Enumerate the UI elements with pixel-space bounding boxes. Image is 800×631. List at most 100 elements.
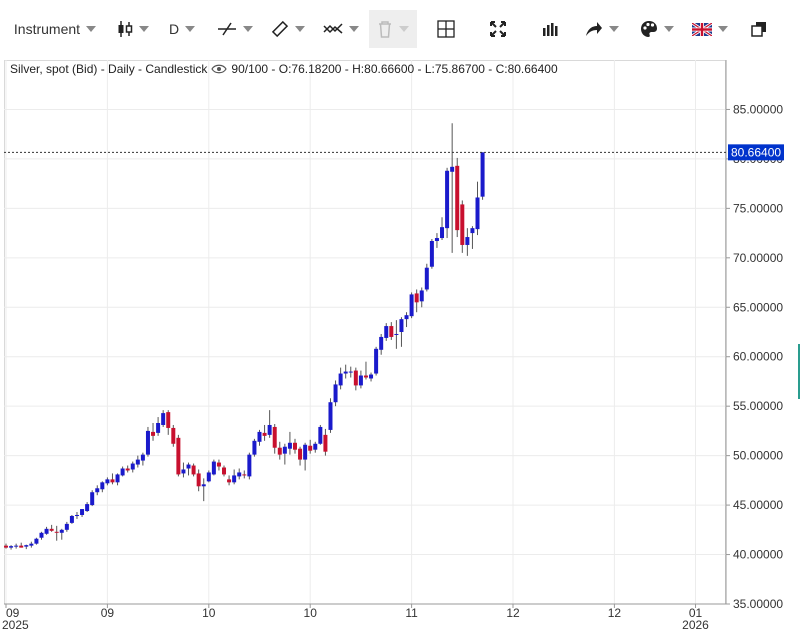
candle-body	[475, 197, 480, 230]
candle-body	[287, 442, 292, 449]
last-price-tag	[728, 144, 784, 161]
theme-dropdown[interactable]	[634, 10, 680, 48]
candle	[298, 446, 303, 466]
candle	[171, 424, 176, 447]
candle-body	[95, 488, 100, 493]
candle-body	[110, 479, 115, 483]
candle	[156, 417, 161, 436]
share-icon	[586, 22, 602, 36]
candle-body	[14, 545, 19, 547]
chart-type-dropdown[interactable]	[110, 10, 156, 48]
eye-icon[interactable]	[211, 64, 228, 74]
draw-line-dropdown[interactable]	[212, 10, 258, 48]
candle	[247, 452, 252, 480]
volume-bars-button[interactable]	[532, 10, 568, 48]
candle-body	[39, 532, 44, 538]
line-draw-icon	[218, 22, 236, 36]
crosshair-button[interactable]	[428, 10, 464, 48]
candle-body	[292, 442, 297, 450]
candle	[242, 470, 247, 479]
ruler-dropdown[interactable]	[264, 10, 312, 48]
language-dropdown[interactable]	[688, 10, 732, 48]
candle	[384, 323, 389, 341]
chevron-down-icon	[664, 26, 674, 32]
candle	[54, 525, 59, 541]
candle	[358, 370, 363, 389]
last-price-label: 80.66400	[731, 145, 781, 159]
instrument-description: Silver, spot (Bid) - Daily - Candlestick	[10, 62, 208, 76]
candle-body	[384, 326, 389, 338]
candle-body	[211, 461, 216, 475]
chevron-down-icon	[139, 26, 149, 32]
candle-body	[120, 468, 125, 476]
candle-body	[69, 515, 74, 523]
candle-body	[171, 427, 176, 444]
candle-body	[429, 241, 434, 267]
timeframe-label: D	[168, 21, 180, 37]
candle	[434, 233, 439, 248]
candle-body	[85, 504, 90, 512]
timeframe-dropdown[interactable]: D	[160, 10, 204, 48]
delete-dropdown[interactable]	[369, 10, 417, 48]
candle-body	[374, 348, 379, 374]
instrument-dropdown[interactable]: Instrument	[6, 10, 104, 48]
x-year-label: 2026	[682, 618, 709, 631]
candle-body	[257, 431, 262, 442]
candle	[369, 372, 374, 382]
fullscreen-button[interactable]	[480, 10, 516, 48]
candle-body	[252, 440, 257, 455]
candle-body	[24, 545, 29, 547]
y-tick-label: 40.00000	[733, 548, 783, 562]
candle	[29, 541, 34, 548]
indicator-icon	[323, 23, 343, 34]
candle	[4, 543, 8, 549]
candle	[120, 466, 125, 477]
candle-body	[130, 463, 135, 470]
candle	[59, 528, 64, 540]
candle	[176, 434, 181, 477]
chevron-down-icon	[718, 26, 728, 32]
candle-body	[222, 467, 227, 475]
candle-body	[303, 444, 308, 460]
candle	[465, 228, 470, 256]
y-tick-label: 85.00000	[733, 102, 783, 116]
bars-icon	[543, 23, 558, 36]
candle-body	[434, 238, 439, 242]
candle-body	[140, 454, 145, 461]
candle-body	[363, 375, 368, 378]
candlestick-icon	[118, 21, 133, 37]
candle-body	[348, 371, 353, 373]
candle	[282, 443, 287, 465]
candle-body	[44, 528, 49, 534]
candle	[85, 502, 90, 513]
candle	[287, 431, 292, 455]
candle	[450, 123, 455, 253]
candle-body	[29, 543, 34, 546]
candle-body	[445, 170, 450, 229]
candle-body	[206, 472, 211, 482]
indicator-dropdown[interactable]	[318, 10, 364, 48]
popout-button[interactable]	[744, 10, 774, 48]
candle	[19, 542, 24, 548]
candle-body	[125, 468, 130, 471]
x-tick-label: 10	[304, 606, 318, 620]
candle	[460, 200, 465, 253]
candle	[338, 367, 343, 390]
toolbar: Instrument D	[0, 0, 800, 60]
instrument-label: Instrument	[13, 21, 81, 37]
share-dropdown[interactable]	[580, 10, 624, 48]
candle	[404, 312, 409, 328]
candle-body	[424, 267, 429, 290]
candle-body	[196, 473, 201, 487]
candle	[161, 410, 166, 427]
candle-body	[151, 431, 156, 436]
candle	[100, 481, 105, 493]
side-panel-edge	[798, 344, 800, 399]
candle-body	[74, 514, 79, 516]
candle-body	[450, 166, 455, 172]
candle-body	[313, 443, 318, 450]
candle	[34, 537, 39, 545]
candle	[292, 438, 297, 454]
candle	[206, 470, 211, 483]
